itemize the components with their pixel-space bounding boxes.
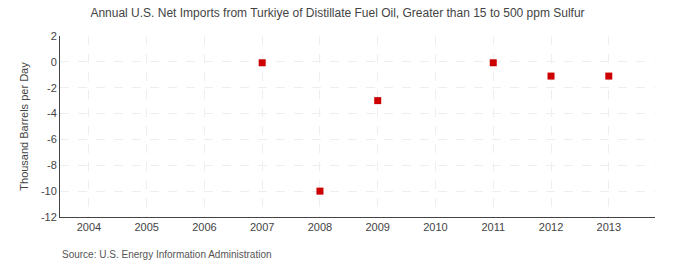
svg-text:0: 0 xyxy=(51,56,57,68)
svg-text:2005: 2005 xyxy=(134,221,158,233)
svg-text:2006: 2006 xyxy=(192,221,216,233)
svg-text:-2: -2 xyxy=(47,82,57,94)
svg-text:2007: 2007 xyxy=(250,221,274,233)
svg-text:2: 2 xyxy=(51,30,57,42)
svg-text:2012: 2012 xyxy=(539,221,563,233)
svg-text:-12: -12 xyxy=(41,211,57,223)
svg-text:2009: 2009 xyxy=(365,221,389,233)
svg-text:2010: 2010 xyxy=(423,221,447,233)
svg-text:-6: -6 xyxy=(47,133,57,145)
svg-text:2008: 2008 xyxy=(308,221,332,233)
svg-text:-8: -8 xyxy=(47,159,57,171)
svg-text:Source: U.S. Energy Informatio: Source: U.S. Energy Information Administ… xyxy=(62,249,272,260)
svg-text:-10: -10 xyxy=(41,185,57,197)
svg-text:2011: 2011 xyxy=(481,221,505,233)
svg-text:2004: 2004 xyxy=(77,221,101,233)
svg-text:-4: -4 xyxy=(47,107,57,119)
svg-text:Thousand Barrels per Day: Thousand Barrels per Day xyxy=(18,62,30,191)
svg-text:2013: 2013 xyxy=(597,221,621,233)
svg-text:Annual U.S. Net Imports from T: Annual U.S. Net Imports from Turkiye of … xyxy=(90,6,584,20)
